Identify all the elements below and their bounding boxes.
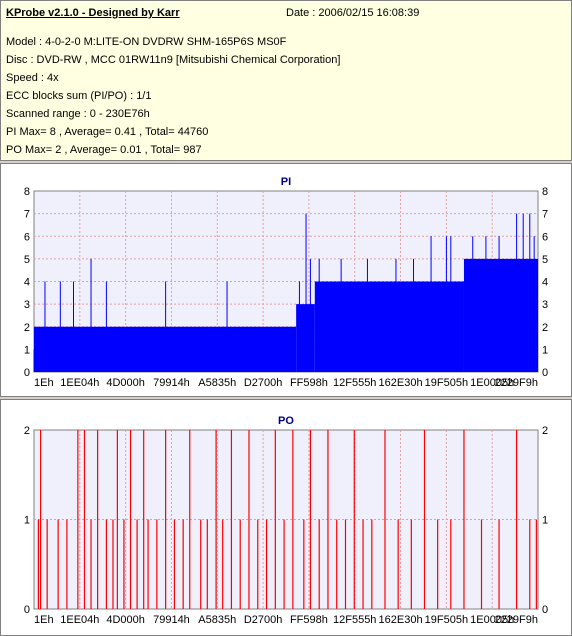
info-panel: KProbe v2.1.0 - Designed by Karr Date : … [0,0,572,161]
y-tick-label-left: 7 [24,209,30,221]
y-tick-label-left: 1 [24,515,30,527]
y-tick-label-left: 3 [24,299,30,311]
x-tick-label: 19F505h [425,377,468,389]
y-tick-label-right: 6 [542,231,548,243]
x-tick-label: A5835h [198,377,236,389]
y-tick-label-right: 5 [542,254,548,266]
app-title: KProbe v2.1.0 - Designed by Karr [6,7,180,19]
x-tick-label: FF598h [290,377,328,389]
disc-line: Disc : DVD-RW , MCC 01RW11n9 [Mitsubishi… [6,54,341,66]
y-tick-label-right: 0 [542,604,548,616]
pi-chart-panel: PI 0 0 1 1 2 2 3 3 4 4 5 5 6 6 7 7 8 8 1Eh 1EE04h 4D000h 79914… [0,163,572,397]
pi-bar [463,258,538,372]
pi-bar [34,326,297,372]
x-tick-label: D2700h [244,614,283,626]
x-tick-label: 162E30h [379,377,423,389]
y-tick-label-right: 1 [542,344,548,356]
x-tick-label: 4D000h [106,377,145,389]
x-tick-label: 12F555h [333,614,376,626]
x-tick-label: FF598h [290,614,328,626]
x-tick-label: 79914h [153,377,190,389]
y-tick-label-left: 0 [24,367,30,379]
x-tick-label: A5835h [198,614,236,626]
po-chart-panel: PO 0 0 1 1 2 2 1Eh 1EE04h 4D000h 79914h A5835h D2700… [0,399,572,636]
y-tick-label-left: 8 [24,186,30,198]
x-tick-label: 1EE04h [60,377,99,389]
pi-chart: PI 0 0 1 1 2 2 3 3 4 4 5 5 6 6 7 7 8 8 1Eh 1EE04h 4D000h 79914… [24,176,548,389]
y-tick-label-right: 2 [542,425,548,437]
model-line: Model : 4-0-2-0 M:LITE-ON DVDRW SHM-165P… [6,36,287,48]
pi-bar [314,281,464,372]
y-tick-label-right: 0 [542,367,548,379]
x-tick-label: 12F555h [333,377,376,389]
po-stats-line: PO Max= 2 , Average= 0.01 , Total= 987 [6,144,202,156]
y-tick-label-right: 8 [542,186,548,198]
x-tick-label: 4D000h [106,614,145,626]
chart-title: PI [281,176,291,188]
ecc-line: ECC blocks sum (PI/PO) : 1/1 [6,90,152,102]
scan-date: Date : 2006/02/15 16:08:39 [286,7,420,19]
x-tick-label: 1Eh [34,377,54,389]
x-tick-label: D2700h [244,377,283,389]
y-tick-label-left: 6 [24,231,30,243]
x-tick-label: 1Eh [34,614,54,626]
y-tick-label-right: 4 [542,277,548,289]
x-tick-label: 79914h [153,614,190,626]
y-tick-label-right: 1 [542,515,548,527]
x-tick-label: 2229F9h [495,614,538,626]
y-tick-label-left: 4 [24,277,30,289]
y-tick-label-right: 3 [542,299,548,311]
y-tick-label-left: 0 [24,604,30,616]
pi-stats-line: PI Max= 8 , Average= 0.41 , Total= 44760 [6,126,209,138]
x-tick-label: 1E0005h [470,377,514,389]
y-tick-label-left: 2 [24,425,30,437]
y-tick-label-left: 1 [24,344,30,356]
y-tick-label-right: 2 [542,322,548,334]
y-tick-label-left: 2 [24,322,30,334]
y-tick-label-left: 5 [24,254,30,266]
range-line: Scanned range : 0 - 230E76h [6,108,150,120]
po-chart: PO 0 0 1 1 2 2 1Eh 1EE04h 4D000h 79914h A5835h D2700… [24,415,548,626]
chart-title: PO [278,415,294,427]
x-tick-label: 1EE04h [60,614,99,626]
x-tick-label: 19F505h [425,614,468,626]
x-tick-label: 162E30h [379,614,423,626]
y-tick-label-right: 7 [542,209,548,221]
x-tick-label: 1E0005h [470,614,514,626]
speed-line: Speed : 4x [6,72,59,84]
x-tick-label: 2229F9h [495,377,538,389]
